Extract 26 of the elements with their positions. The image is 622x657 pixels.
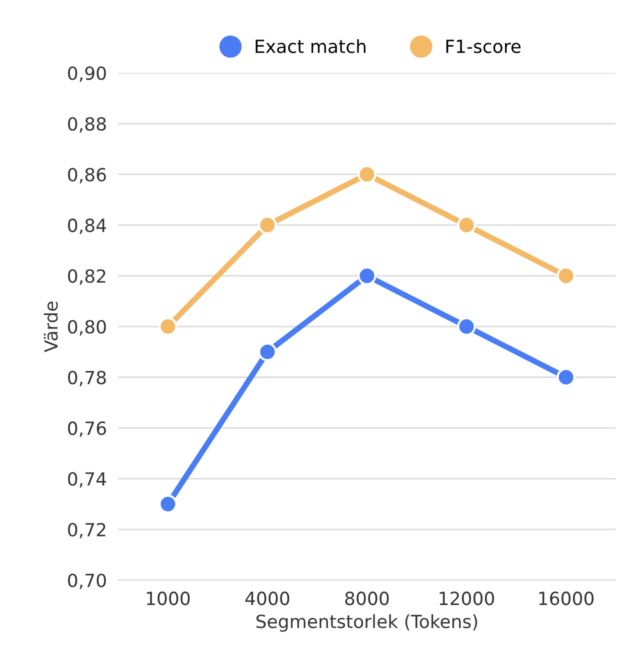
- x-tick-label: 4000: [245, 592, 290, 606]
- point: [258, 342, 277, 362]
- y-tick-label: 0,88: [68, 117, 106, 133]
- point: [258, 216, 277, 234]
- legend-label: Exact match: [256, 39, 366, 54]
- y-tick-label: 0,84: [68, 218, 106, 234]
- x-axis-title: Segmentstorlek (Tokens): [256, 614, 478, 632]
- x-tick-label: 1000: [146, 592, 190, 606]
- y-tick-label: 0,90: [68, 66, 106, 82]
- y-tick-label: 0,72: [68, 522, 106, 538]
- y-tick-label: 0,74: [68, 472, 106, 488]
- x-tick-label: 16000: [539, 592, 594, 606]
- legend-label: F1-score: [446, 40, 521, 54]
- y-tick-label: 0,82: [68, 269, 106, 285]
- y-tick-label: 0,86: [68, 168, 106, 184]
- x-tick-label: 8000: [345, 592, 389, 606]
- x-tick-label: 12000: [440, 592, 494, 606]
- y-tick-label: 0,70: [68, 574, 106, 590]
- y-tick-label: 0,76: [68, 421, 106, 437]
- point: [457, 317, 476, 336]
- y-tick-label: 0,78: [68, 370, 106, 386]
- point: [457, 216, 476, 234]
- y-tick-label: 0,80: [68, 320, 106, 336]
- point: [158, 317, 178, 336]
- point: [158, 494, 178, 514]
- y-axis-title: Värde: [44, 302, 58, 352]
